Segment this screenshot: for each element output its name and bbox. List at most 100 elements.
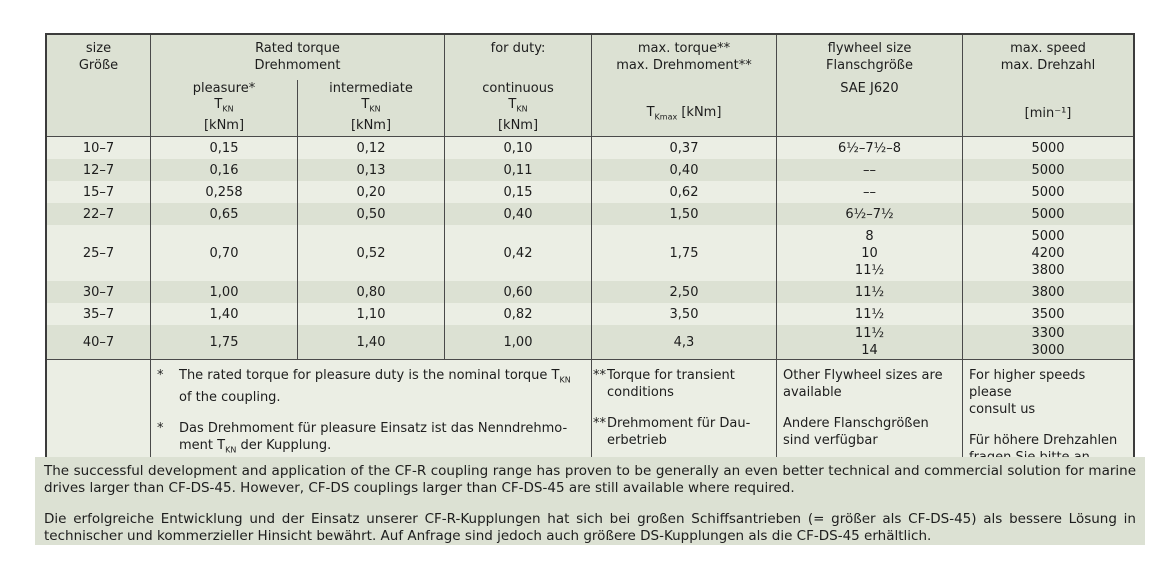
cell-intermediate: 0,80 [298, 281, 445, 303]
cell-continuous: 0,15 [445, 181, 592, 203]
cell-continuous: 0,42 [445, 225, 592, 281]
header-cell-rated-torque: Rated torque Drehmoment pleasure* TKN [k… [151, 35, 445, 136]
cell-flywheel: 6½–7½–8 [777, 137, 963, 159]
footnote-transient-en: **Torque for transient conditions [593, 368, 735, 400]
cell-intermediate: 1,40 [298, 325, 445, 359]
header-cell-size: size Größe [47, 35, 151, 136]
table-row: 25–7 0,70 0,52 0,42 1,75 8 10 11½ 5000 4200 3800 [47, 225, 1133, 281]
continuous-label: continuous [482, 81, 554, 96]
pleasure-symbol: TKN [214, 97, 234, 114]
cell-max-torque: 0,40 [592, 159, 777, 181]
header-cell-max-torque: max. torque** max. Drehmoment** TKmax [k… [592, 35, 777, 136]
table-header: size Größe Rated torque Drehmoment pleas… [47, 35, 1133, 137]
cell-speed: 3300 3000 [1031, 326, 1065, 358]
pleasure-label: pleasure* [192, 81, 256, 96]
max-torque-en: max. torque** [637, 41, 731, 56]
header-subcell-intermediate: intermediate TKN [kNm] [297, 80, 444, 136]
table-row: 22–7 0,65 0,50 0,40 1,50 6½–7½ 5000 [47, 203, 1133, 225]
continuous-symbol: TKN [508, 97, 528, 114]
coupling-spec-table: size Größe Rated torque Drehmoment pleas… [45, 33, 1135, 475]
cell-max-torque: 0,62 [592, 181, 777, 203]
footnote-cell-empty [47, 360, 151, 473]
cell-speed: 3800 [1031, 284, 1065, 300]
speed-de: max. Drehzahl [1000, 58, 1096, 73]
cell-size: 35–7 [47, 303, 151, 325]
description-block: The successful development and applicati… [35, 457, 1145, 545]
cell-flywheel: 11½ [777, 303, 963, 325]
cell-size: 25–7 [47, 225, 151, 281]
cell-pleasure: 0,70 [151, 225, 298, 281]
cell-intermediate: 0,13 [298, 159, 445, 181]
footnote-speed-en: For higher speeds please consult us [969, 368, 1086, 417]
intermediate-label: intermediate [329, 81, 413, 96]
table-row: 15–7 0,258 0,20 0,15 0,62 –– 5000 [47, 181, 1133, 203]
header-subcell-pleasure: pleasure* TKN [kNm] [151, 80, 297, 136]
footnote-flywheel-en: Other Flywheel sizes are available [783, 368, 943, 400]
cell-speed: 5000 [1031, 184, 1065, 200]
cell-pleasure: 1,00 [151, 281, 298, 303]
cell-continuous: 0,11 [445, 159, 592, 181]
cell-pleasure: 0,16 [151, 159, 298, 181]
cell-flywheel: 11½ [777, 281, 963, 303]
cell-max-torque: 1,75 [592, 225, 777, 281]
cell-speed: 3500 [1031, 306, 1065, 322]
cell-pleasure: 0,65 [151, 203, 298, 225]
table-body: 10–7 0,15 0,12 0,10 0,37 6½–7½–8 5000 12–7 0,16 0… [47, 137, 1133, 359]
table-row: 40–7 1,75 1,40 1,00 4,3 11½ 14 3300 3000 [47, 325, 1133, 359]
cell-speed: 5000 [1031, 140, 1065, 156]
max-torque-symbol: TKmax [kNm] [646, 105, 722, 122]
footnote-cell-rated: * The rated torque for pleasure duty is t… [151, 360, 592, 473]
cell-speed: 5000 [1031, 206, 1065, 222]
cell-pleasure: 1,40 [151, 303, 298, 325]
footnote-cell-flywheel: Other Flywheel sizes are available Andere… [777, 360, 963, 473]
cell-size: 12–7 [47, 159, 151, 181]
table-row: 35–7 1,40 1,10 0,82 3,50 11½ 3500 [47, 303, 1133, 325]
cell-continuous: 0,60 [445, 281, 592, 303]
cell-max-torque: 4,3 [592, 325, 777, 359]
footnote-pleasure-de: * Das Drehmoment für pleasure Einsatz ist… [157, 420, 568, 455]
cell-max-torque: 3,50 [592, 303, 777, 325]
header-rated-en: Rated torque [255, 41, 340, 56]
cell-flywheel: 6½–7½ [777, 203, 963, 225]
cell-continuous: 0,82 [445, 303, 592, 325]
cell-flywheel: –– [777, 159, 963, 181]
description-en: The successful development and applicati… [44, 463, 1136, 496]
header-rated-de: Drehmoment [254, 58, 341, 73]
table-row: 30–7 1,00 0,80 0,60 2,50 11½ 3800 [47, 281, 1133, 303]
cell-intermediate: 1,10 [298, 303, 445, 325]
cell-max-torque: 1,50 [592, 203, 777, 225]
cell-max-torque: 0,37 [592, 137, 777, 159]
cell-intermediate: 0,52 [298, 225, 445, 281]
header-cell-duty: for duty: continuous TKN [kNm] [445, 35, 592, 136]
cell-pleasure: 1,75 [151, 325, 298, 359]
max-torque-de: max. Drehmoment** [616, 58, 752, 73]
pleasure-unit: [kNm] [203, 117, 245, 133]
header-size-en: size [85, 41, 112, 56]
continuous-unit: [kNm] [497, 117, 539, 133]
header-cell-flywheel: flywheel size Flanschgröße SAE J620 [777, 35, 963, 136]
table-row: 12–7 0,16 0,13 0,11 0,40 –– 5000 [47, 159, 1133, 181]
cell-pleasure: 0,15 [151, 137, 298, 159]
header-size-de: Größe [78, 58, 119, 73]
cell-flywheel: 8 10 11½ [777, 225, 963, 281]
cell-continuous: 0,40 [445, 203, 592, 225]
cell-speed: 5000 [1031, 162, 1065, 178]
footnote-cell-speed: For higher speeds please consult us Für h… [963, 360, 1133, 473]
cell-pleasure: 0,258 [151, 181, 298, 203]
footnote-transient-de: **Drehmoment für Dau-erbetrieb [593, 416, 751, 448]
speed-unit: [min⁻¹] [1024, 106, 1072, 121]
cell-intermediate: 0,50 [298, 203, 445, 225]
flywheel-en: flywheel size [827, 41, 912, 56]
table-row: 10–7 0,15 0,12 0,10 0,37 6½–7½–8 5000 [47, 137, 1133, 159]
cell-size: 30–7 [47, 281, 151, 303]
footnote-pleasure-en: * The rated torque for pleasure duty is t… [157, 368, 571, 405]
footnote-cell-transient: **Torque for transient conditions **Drehm… [592, 360, 777, 473]
cell-intermediate: 0,12 [298, 137, 445, 159]
cell-size: 10–7 [47, 137, 151, 159]
cell-speed: 5000 4200 3800 [1031, 228, 1065, 278]
cell-continuous: 1,00 [445, 325, 592, 359]
cell-continuous: 0,10 [445, 137, 592, 159]
flywheel-de: Flanschgröße [826, 58, 913, 73]
cell-size: 40–7 [47, 325, 151, 359]
description-de: Die erfolgreiche Entwicklung und der Ein… [44, 511, 1136, 544]
